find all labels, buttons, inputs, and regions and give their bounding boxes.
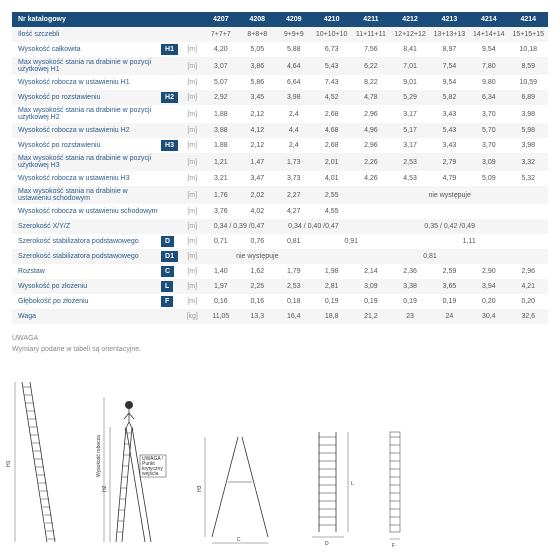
row-label: Szerokość stabilizatora podstawowego: [12, 249, 161, 264]
row-badge: [161, 105, 182, 123]
svg-text:Wysokość robocza: Wysokość robocza: [96, 435, 102, 477]
row-label: Ilość szczebli: [12, 27, 161, 42]
ladder-flat-icon: D L: [304, 427, 354, 547]
row-badge: F: [161, 294, 182, 309]
table-row: Wysokość po rozstawieniuH3[m]1,882,122,4…: [12, 138, 548, 153]
table-row: Głębokość po złożeniuF[m]0,160,160,180,1…: [12, 294, 548, 309]
svg-text:L: L: [351, 481, 354, 487]
diagram-area: H1 UWAGA ! Punkt krytyczny wejścia Wysok…: [12, 367, 548, 547]
row-unit: [m]: [182, 105, 203, 123]
row-label: Wysokość po rozstawieniu: [12, 138, 161, 153]
row-unit: [m]: [182, 204, 203, 219]
svg-text:H1: H1: [6, 460, 12, 467]
row-unit: [m]: [182, 264, 203, 279]
row-label: Max wysokość stania na drabinie w pozycj…: [12, 57, 161, 75]
table-row: Szerokość stabilizatora podstawowegoD[m]…: [12, 234, 548, 249]
row-label: Waga: [12, 309, 161, 324]
row-label: Wysokość robocza w ustawieniu H2: [12, 123, 161, 138]
row-unit: [m]: [182, 249, 203, 264]
row-badge: [161, 171, 182, 186]
table-row: Wysokość robocza w ustawieniu H2[m]3,884…: [12, 123, 548, 138]
table-row: Szerokość stabilizatora podstawowegoD1[m…: [12, 249, 548, 264]
table-row: Ilość szczebli7+7+78+8+89+9+910+10+1011+…: [12, 27, 548, 42]
row-label: Szerokość stabilizatora podstawowego: [12, 234, 161, 249]
ladder-h3-icon: H3 C: [200, 427, 280, 547]
table-row: Waga[kg]11,0513,316,418,821,2232430,432,…: [12, 309, 548, 324]
header-row: Nr katalogowy 4207 4208 4209 4210 4211 4…: [12, 12, 548, 27]
header-label: Nr katalogowy: [12, 12, 203, 27]
svg-text:wejścia: wejścia: [142, 471, 159, 477]
row-label: Wysokość całkowita: [12, 42, 161, 57]
svg-text:C: C: [237, 537, 241, 543]
row-unit: [m]: [182, 234, 203, 249]
row-label: Szerokość X/Y/Z: [12, 219, 161, 234]
table-row: Max wysokość stania na drabinie w ustawi…: [12, 186, 548, 204]
row-label: Wysokość robocza w ustawieniu H3: [12, 171, 161, 186]
row-label: Max wysokość stania na drabinie w pozycj…: [12, 153, 161, 171]
svg-text:D: D: [325, 541, 329, 547]
row-badge: [161, 153, 182, 171]
svg-text:F: F: [392, 543, 395, 549]
row-unit: [182, 27, 203, 42]
row-badge: D1: [161, 249, 182, 264]
row-badge: H2: [161, 90, 182, 105]
row-badge: [161, 186, 182, 204]
table-row: Wysokość całkowitaH1[m]4,205,055,886,737…: [12, 42, 548, 57]
row-label: Wysokość robocza w ustawieniu schodowym: [12, 204, 161, 219]
ladder-h2-icon: UWAGA ! Punkt krytyczny wejścia Wysokość…: [96, 377, 176, 547]
table-row: Wysokość po złożeniuL[m]1,972,252,532,81…: [12, 279, 548, 294]
row-unit: [m]: [182, 171, 203, 186]
row-unit: [m]: [182, 279, 203, 294]
ladder-h1-icon: H1: [12, 377, 72, 547]
table-row: Wysokość robocza w ustawieniu H3[m]3,213…: [12, 171, 548, 186]
table-row: Wysokość robocza w ustawieniu schodowym […: [12, 204, 548, 219]
row-unit: [m]: [182, 186, 203, 204]
row-unit: [m]: [182, 294, 203, 309]
row-label: Max wysokość stania na drabinie w pozycj…: [12, 105, 161, 123]
row-badge: D: [161, 234, 182, 249]
row-unit: [m]: [182, 138, 203, 153]
footnote: UWAGA Wymiary podane w tabeli są orienta…: [12, 334, 548, 355]
row-unit: [m]: [182, 75, 203, 90]
row-label: Wysokość po złożeniu: [12, 279, 161, 294]
table-row: Max wysokość stania na drabinie w pozycj…: [12, 153, 548, 171]
row-unit: [m]: [182, 42, 203, 57]
row-unit: [m]: [182, 57, 203, 75]
row-label: Max wysokość stania na drabinie w ustawi…: [12, 186, 161, 204]
row-unit: [m]: [182, 90, 203, 105]
ladder-side-icon: F: [378, 427, 418, 547]
row-unit: [m]: [182, 219, 203, 234]
table-row: Max wysokość stania na drabinie w pozycj…: [12, 57, 548, 75]
svg-text:H2: H2: [102, 485, 108, 492]
row-badge: H3: [161, 138, 182, 153]
row-unit: [m]: [182, 153, 203, 171]
row-unit: [m]: [182, 123, 203, 138]
row-label: Wysokość robocza w ustawieniu H1: [12, 75, 161, 90]
row-badge: [161, 27, 182, 42]
row-badge: C: [161, 264, 182, 279]
row-badge: L: [161, 279, 182, 294]
table-row: Szerokość X/Y/Z[m]0,34 / 0,39 /0,470,34 …: [12, 219, 548, 234]
table-row: RozstawC[m]1,401,621,791,982,142,362,592…: [12, 264, 548, 279]
row-badge: [161, 57, 182, 75]
spec-table: Nr katalogowy 4207 4208 4209 4210 4211 4…: [12, 12, 548, 324]
row-label: Głębokość po złożeniu: [12, 294, 161, 309]
row-badge: [161, 309, 182, 324]
table-row: Wysokość robocza w ustawieniu H1[m]5,075…: [12, 75, 548, 90]
table-row: Wysokość po rozstawieniuH2[m]2,923,453,9…: [12, 90, 548, 105]
row-badge: [161, 219, 182, 234]
row-badge: [161, 204, 182, 219]
row-label: Rozstaw: [12, 264, 161, 279]
row-label: Wysokość po rozstawieniu: [12, 90, 161, 105]
row-badge: H1: [161, 42, 182, 57]
table-row: Max wysokość stania na drabinie w pozycj…: [12, 105, 548, 123]
row-badge: [161, 75, 182, 90]
row-badge: [161, 123, 182, 138]
row-unit: [kg]: [182, 309, 203, 324]
svg-text:H3: H3: [197, 485, 203, 492]
